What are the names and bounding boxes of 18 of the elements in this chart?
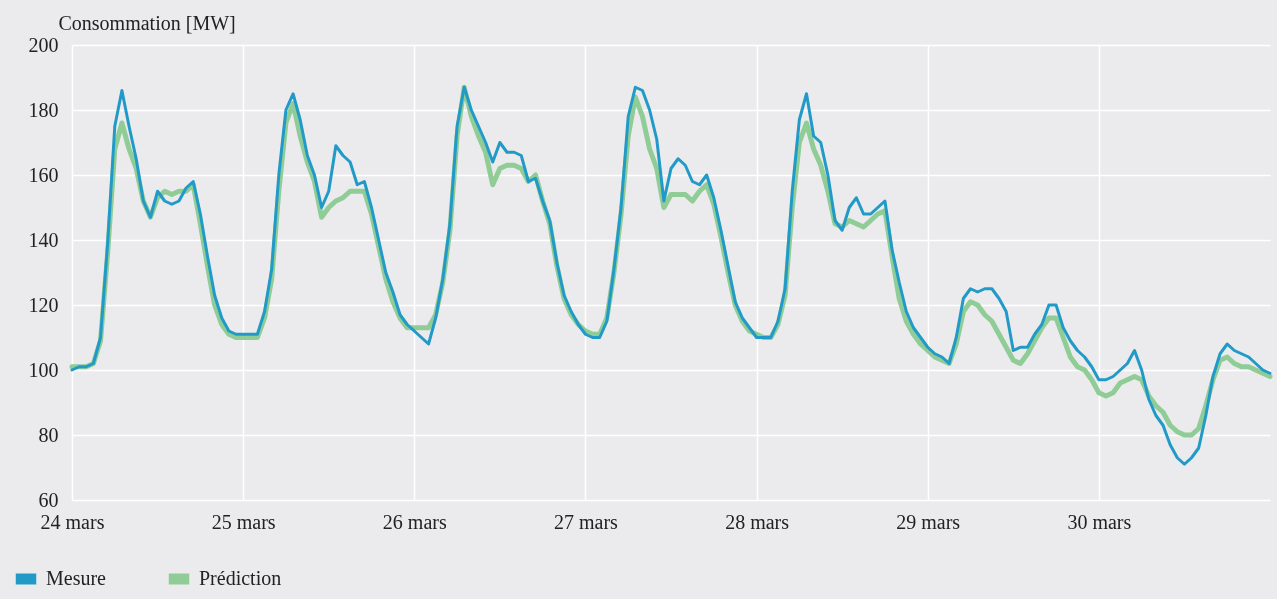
x-tick-label: 26 mars: [382, 510, 447, 533]
y-tick-label: 120: [28, 293, 59, 316]
legend-label: Mesure: [46, 567, 107, 589]
y-tick-label: 200: [28, 33, 59, 56]
y-tick-label: 180: [28, 98, 59, 121]
x-tick-label: 25 mars: [211, 510, 276, 533]
y-axis-title: Consommation [MW]: [58, 11, 236, 34]
y-tick-label: 80: [38, 423, 59, 446]
x-tick-label: 24 mars: [40, 510, 105, 533]
x-tick-label: 29 mars: [896, 510, 961, 533]
y-tick-label: 100: [28, 358, 59, 381]
y-tick-label: 60: [38, 488, 59, 511]
x-tick-label: 27 mars: [553, 510, 619, 533]
x-tick-label: 28 mars: [725, 510, 790, 533]
y-tick-label: 140: [28, 228, 59, 251]
y-tick-label: 160: [28, 163, 59, 186]
legend-label: Prédiction: [199, 567, 282, 589]
x-tick-label: 30 mars: [1067, 510, 1132, 533]
